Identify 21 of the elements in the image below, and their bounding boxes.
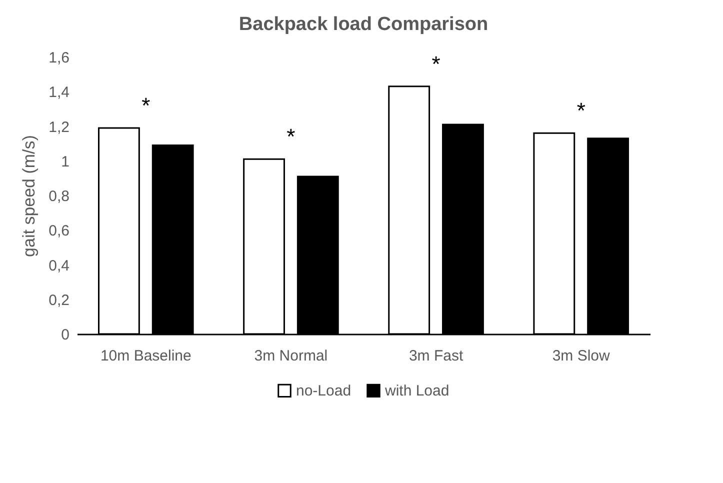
- y-tick-label: 1,2: [48, 118, 70, 136]
- y-tick-label: 1,6: [48, 50, 70, 66]
- y-tick-label: 0,2: [48, 292, 70, 309]
- annotation: *: [142, 92, 151, 118]
- x-tick-label: 3m Normal: [254, 348, 328, 364]
- y-tick-label: 1,4: [48, 84, 70, 102]
- y-tick-label: 1: [61, 153, 70, 170]
- legend-label: no-Load: [296, 382, 352, 400]
- annotation: *: [432, 51, 441, 76]
- annotation: *: [286, 124, 296, 150]
- x-tick-label: 10m Baseline: [100, 348, 192, 364]
- y-tick-label: 0,4: [48, 257, 70, 274]
- y-tick-label: 0,6: [48, 222, 70, 240]
- annotation: *: [576, 98, 586, 124]
- y-tick-label: 0: [61, 326, 70, 344]
- x-tick-label: 3m Fast: [408, 348, 464, 364]
- x-tick-label: 3m Slow: [552, 348, 610, 364]
- y-tick-label: 0,8: [48, 188, 70, 205]
- legend-label: with Load: [384, 382, 450, 400]
- chart-title: Backpack load Comparison: [238, 14, 488, 35]
- y-axis-title: gait speed (m/s): [20, 135, 39, 257]
